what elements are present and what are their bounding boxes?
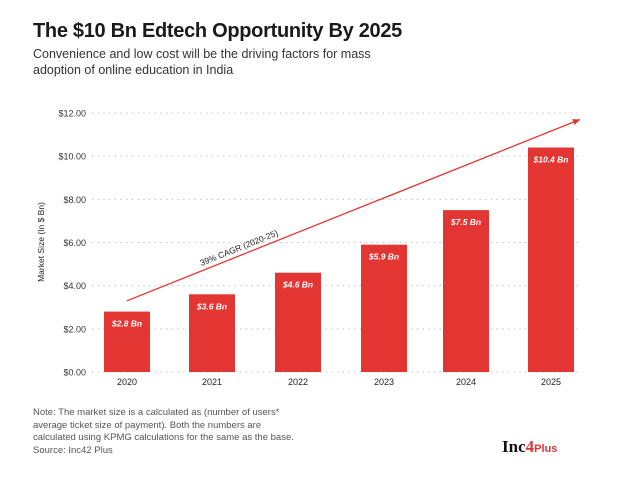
arrow-head-icon [572,119,580,126]
cagr-annotation: 39% CAGR (2020-25) [126,118,581,302]
cagr-label: 39% CAGR (2020-25) [198,228,279,268]
bar-data-label: $10.4 Bn [533,155,569,165]
logo-plus: Plus [534,443,558,455]
inc42-plus-logo: Inc4Plus [502,437,557,457]
y-axis-ticks: $0.00 $2.00 $4.00 $6.00 $8.00 $10.00 $12.00 [58,109,86,378]
y-tick-label: $2.00 [63,324,86,334]
x-tick-label: 2024 [456,377,476,387]
cagr-arrow-line [126,118,581,302]
bar-data-label: $3.6 Bn [196,301,227,311]
y-tick-label: $12.00 [58,109,86,119]
x-tick-label: 2021 [202,377,222,387]
y-axis-label: Market Size (In $ Bn) [36,202,46,282]
x-tick-label: 2022 [288,377,308,387]
bar-2024 [443,210,489,372]
y-tick-label: $8.00 [63,195,86,205]
x-tick-label: 2020 [117,377,137,387]
bars: $2.8 Bn $3.6 Bn $4.6 Bn $5.9 Bn $7.5 Bn $10.4… [104,147,574,372]
y-tick-label: $4.00 [63,281,86,291]
bar-data-label: $2.8 Bn [111,319,142,329]
bar-2023 [361,244,407,372]
bar-2025 [528,147,574,372]
x-axis-ticks: 2020 2021 2022 2023 2024 2025 [117,377,561,387]
bar-data-label: $7.5 Bn [450,217,481,227]
bar-data-label: $4.6 Bn [282,280,313,290]
bar-2020 [104,311,150,372]
logo-inc: Inc [502,437,526,456]
x-tick-label: 2025 [541,377,561,387]
bar-data-label: $5.9 Bn [368,252,399,262]
gridlines [92,112,582,373]
y-tick-label: $0.00 [63,368,86,378]
bar-2021 [189,294,235,372]
x-tick-label: 2023 [374,377,394,387]
logo-four: 4 [525,437,535,456]
chart-subtitle: Convenience and low cost will be the dri… [33,47,371,77]
y-tick-label: $10.00 [58,152,86,162]
footnote: Note: The market size is a calculated as… [33,407,303,457]
source-text: Source: Inc42 Plus [33,444,113,456]
chart-title: The $10 Bn Edtech Opportunity By 2025 [33,20,402,42]
y-tick-label: $6.00 [63,238,86,248]
bar-2022 [275,272,321,372]
note-text: Note: The market size is a calculated as… [33,407,294,443]
bar-chart: $0.00 $2.00 $4.00 $6.00 $8.00 $10.00 $12.00 Ma… [36,109,582,387]
